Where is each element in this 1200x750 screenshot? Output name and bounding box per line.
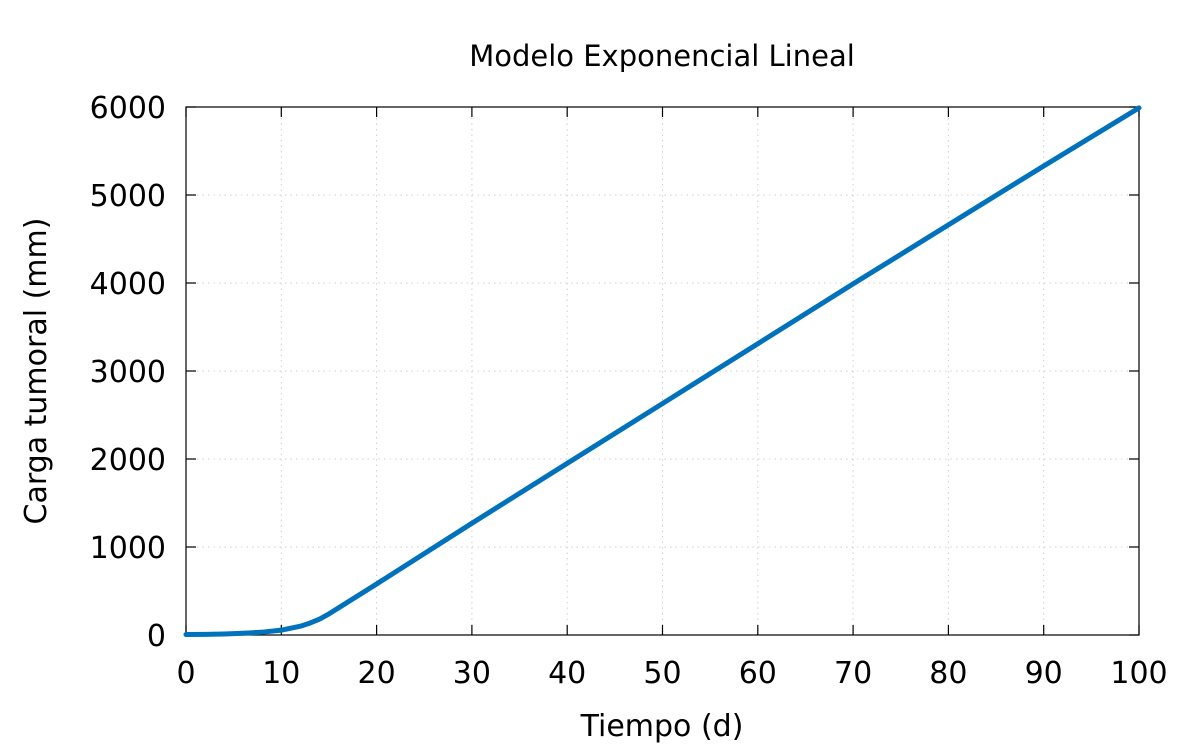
- x-tick-label: 50: [643, 656, 681, 691]
- y-tick-label: 5000: [90, 179, 166, 214]
- x-tick-label: 80: [929, 656, 967, 691]
- chart-title: Modelo Exponencial Lineal: [469, 39, 855, 73]
- y-tick-label: 2000: [90, 443, 166, 478]
- series-line: [183, 105, 1142, 638]
- x-tick-label: 0: [176, 656, 195, 691]
- x-tick-label: 30: [453, 656, 491, 691]
- x-tick-label: 40: [548, 656, 586, 691]
- x-tick-label: 90: [1025, 656, 1063, 691]
- series-group: [183, 105, 1142, 638]
- x-tick-label: 10: [262, 656, 300, 691]
- y-tick-label: 4000: [90, 267, 166, 302]
- x-tick-label: 100: [1110, 656, 1167, 691]
- y-axis-label: Carga tumoral (mm): [19, 218, 54, 525]
- y-tick-label: 6000: [90, 91, 166, 126]
- x-tick-label: 20: [358, 656, 396, 691]
- y-tick-label: 1000: [90, 531, 166, 566]
- grid: [186, 107, 1139, 635]
- x-tick-label: 70: [834, 656, 872, 691]
- y-tick-label: 0: [147, 619, 166, 654]
- y-tick-label: 3000: [90, 355, 166, 390]
- x-tick-label: 60: [739, 656, 777, 691]
- x-axis-label: Tiempo (d): [580, 709, 744, 744]
- axis-ticks: 0 10 20 30 40 50 60 70 80 90 100010002000300040005…: [90, 91, 1168, 691]
